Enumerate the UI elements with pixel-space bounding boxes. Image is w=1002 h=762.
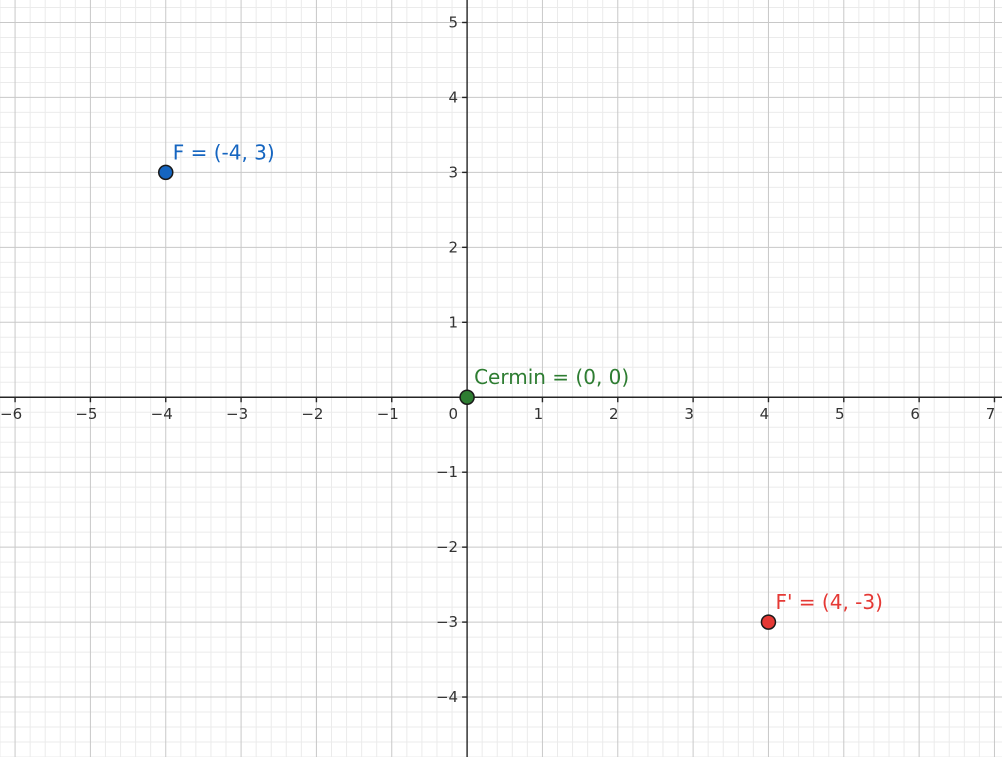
point-group[interactable]: F = (-4, 3)	[157, 140, 275, 181]
y-tick-label: −2	[436, 538, 458, 556]
point-group[interactable]: F' = (4, -3)	[760, 590, 883, 630]
y-tick-label: 1	[449, 313, 459, 331]
x-tick-label: 1	[534, 405, 544, 423]
x-tick-label: −4	[151, 405, 173, 423]
y-tick-label: 3	[449, 163, 459, 181]
y-tick-label: −4	[436, 688, 458, 706]
x-tick-label: 2	[609, 405, 619, 423]
y-tick-label: 2	[449, 238, 459, 256]
x-tick-label: 3	[684, 405, 694, 423]
x-tick-label: 6	[910, 405, 920, 423]
point-label: Cermin = (0, 0)	[474, 365, 629, 389]
points[interactable]: F = (-4, 3) Cermin = (0, 0) F' = (4, -3)	[157, 140, 883, 630]
x-tick-label: −2	[301, 405, 323, 423]
point-marker[interactable]	[157, 164, 174, 181]
point-group[interactable]: Cermin = (0, 0)	[459, 365, 629, 405]
x-tick-label: −6	[0, 405, 22, 423]
y-tick-label: 5	[449, 13, 459, 31]
point-marker[interactable]	[760, 614, 777, 630]
x-tick-label: −3	[226, 405, 248, 423]
y-tick-label: −3	[436, 613, 458, 631]
point-label: F' = (4, -3)	[775, 590, 882, 614]
x-tick-label: −5	[75, 405, 97, 423]
x-tick-label: 4	[760, 405, 770, 423]
x-tick-label: −1	[377, 405, 399, 423]
origin-label: 0	[449, 405, 459, 423]
tick-labels: −6 −5 −4 −3 −2 −1 1 2 3 4 5 6 7 5 4 3 2 1 −1 −2 −3 −4 0	[0, 13, 995, 706]
point-label: F = (-4, 3)	[173, 140, 275, 164]
x-tick-label: 5	[835, 405, 845, 423]
x-tick-label: 7	[986, 405, 996, 423]
y-tick-label: 4	[449, 88, 459, 106]
y-tick-label: −1	[436, 463, 458, 481]
point-marker[interactable]	[459, 389, 475, 405]
